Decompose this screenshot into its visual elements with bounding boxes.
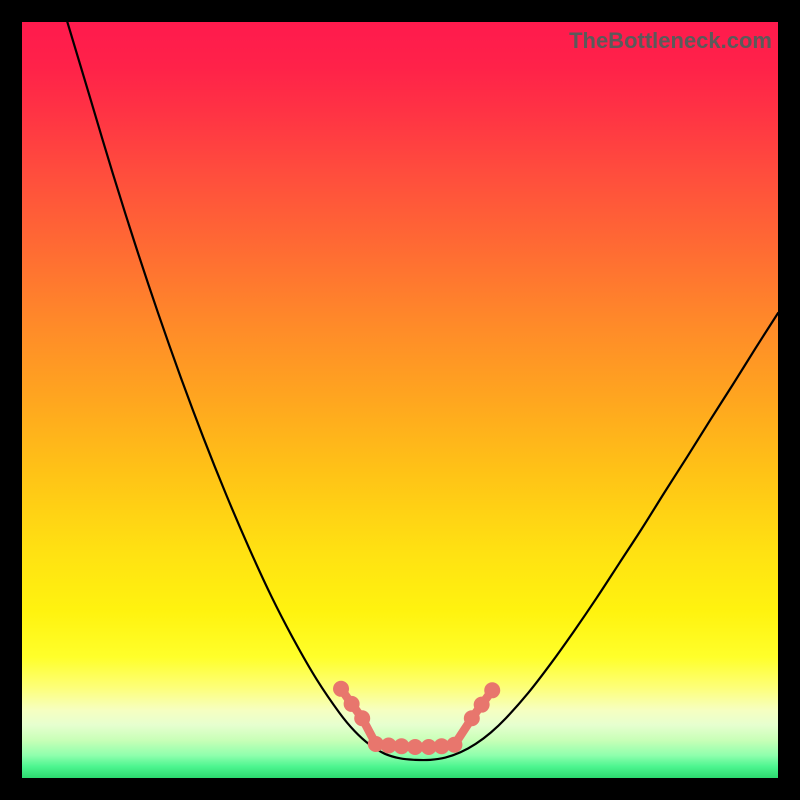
valley-marker — [407, 739, 423, 755]
bottleneck-curve-chart — [0, 0, 800, 800]
chart-frame: TheBottleneck.com — [0, 0, 800, 800]
valley-marker — [446, 737, 462, 753]
valley-marker — [464, 710, 480, 726]
watermark-text: TheBottleneck.com — [569, 28, 772, 54]
valley-marker — [484, 682, 500, 698]
valley-marker — [333, 681, 349, 697]
valley-marker — [344, 696, 360, 712]
valley-marker — [394, 738, 410, 754]
valley-marker — [474, 697, 490, 713]
valley-marker — [354, 710, 370, 726]
plot-background — [22, 22, 778, 778]
